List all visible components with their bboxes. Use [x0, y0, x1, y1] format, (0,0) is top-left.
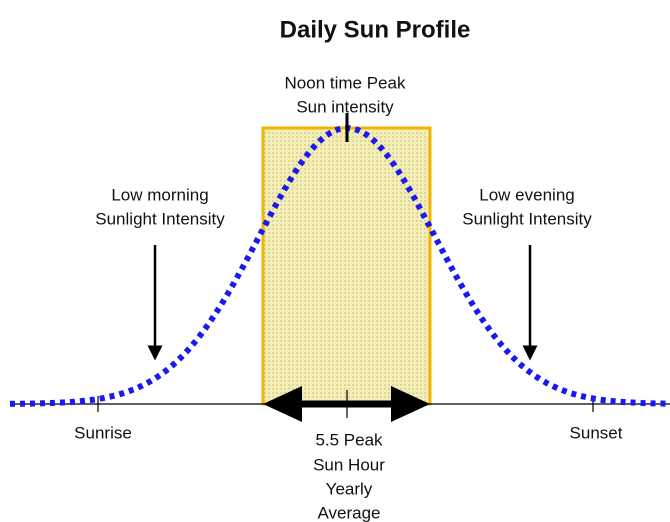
noon-label: Noon time Peak: [285, 73, 406, 92]
morning-label: Sunlight Intensity: [95, 209, 225, 228]
peak-hours-label: Yearly: [326, 479, 373, 498]
peak-hours-label: 5.5 Peak: [315, 430, 383, 449]
peak-span-right-head: [391, 386, 430, 422]
sun-curve: [10, 124, 670, 407]
sunset-label: Sunset: [570, 423, 623, 442]
peak-span-left-head: [263, 386, 302, 422]
evening-label: Low evening: [479, 185, 574, 204]
sunrise-label: Sunrise: [74, 423, 132, 442]
peak-hours-label: Average: [317, 503, 380, 522]
noon-label: Sun intensity: [296, 97, 394, 116]
morning-label: Low morning: [111, 185, 208, 204]
peak-hours-box: [261, 126, 432, 406]
title: Daily Sun Profile: [280, 16, 471, 43]
peak-hours-label: Sun Hour: [313, 455, 385, 474]
evening-label: Sunlight Intensity: [462, 209, 592, 228]
